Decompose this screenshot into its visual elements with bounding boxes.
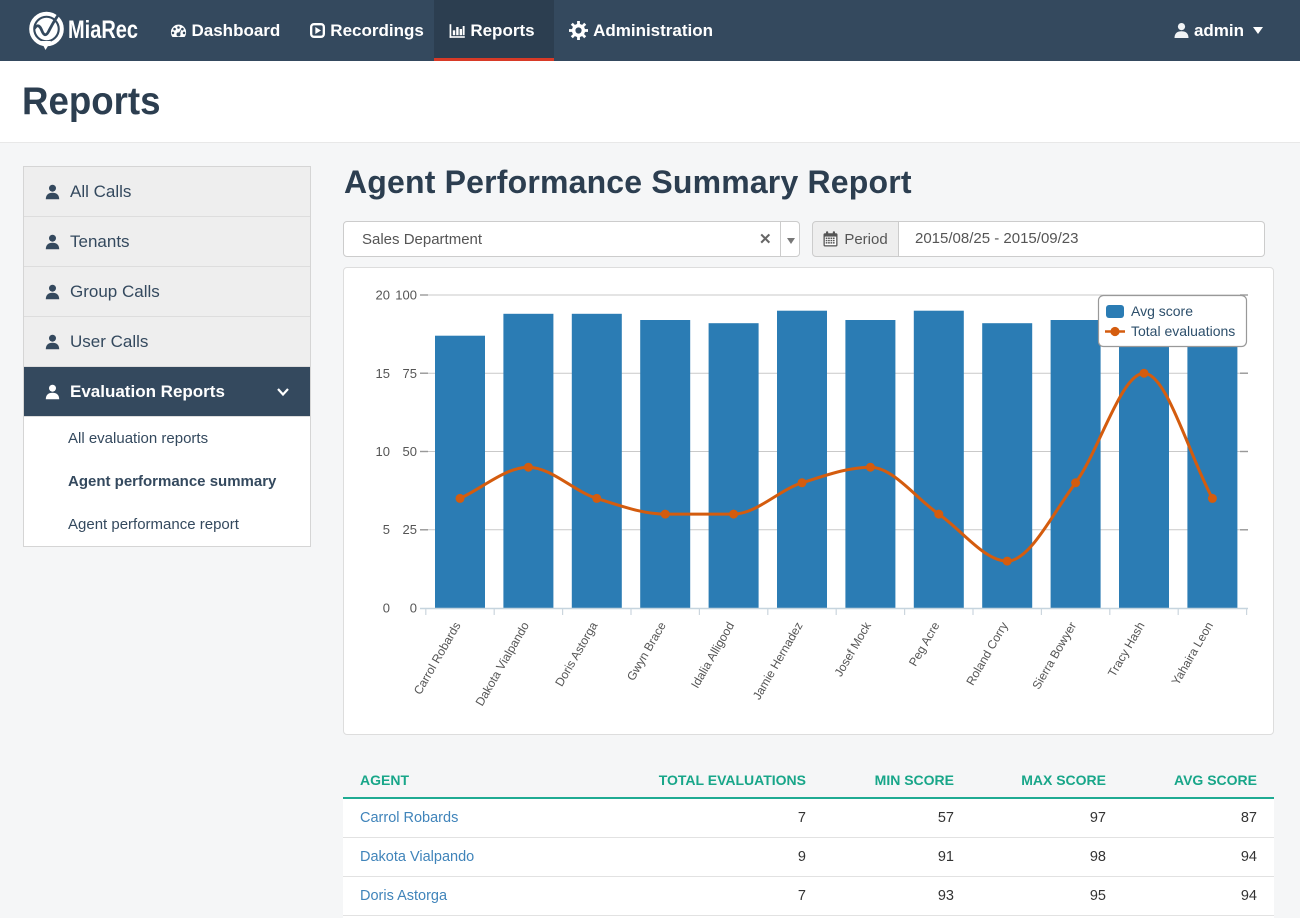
svg-text:75: 75 — [403, 366, 417, 381]
svg-text:25: 25 — [403, 522, 417, 537]
svg-text:Sierra Bowyer: Sierra Bowyer — [1029, 619, 1079, 691]
svg-text:Roland Corry: Roland Corry — [963, 620, 1010, 688]
svg-text:5: 5 — [383, 522, 390, 537]
svg-text:Josef Mock: Josef Mock — [832, 619, 875, 679]
svg-text:Total evaluations: Total evaluations — [1131, 323, 1235, 339]
svg-text:0: 0 — [410, 601, 417, 616]
svg-text:100: 100 — [395, 288, 417, 303]
svg-text:15: 15 — [376, 366, 390, 381]
svg-text:Dakota Vialpando: Dakota Vialpando — [473, 619, 533, 708]
svg-text:Peg Acre: Peg Acre — [906, 619, 943, 668]
svg-text:Jamie Hernadez: Jamie Hernadez — [750, 620, 806, 703]
svg-text:Carrol Robards: Carrol Robards — [411, 620, 464, 697]
svg-text:10: 10 — [376, 444, 390, 459]
svg-text:Tracy Hash: Tracy Hash — [1105, 620, 1148, 680]
svg-text:Avg score: Avg score — [1131, 303, 1193, 319]
svg-text:Doris Astorga: Doris Astorga — [552, 619, 600, 689]
svg-text:Gwyn Brace: Gwyn Brace — [624, 619, 669, 683]
svg-text:Idalia Alligood: Idalia Alligood — [688, 620, 737, 691]
svg-text:Yahaira Leon: Yahaira Leon — [1169, 620, 1216, 688]
svg-text:50: 50 — [403, 444, 417, 459]
svg-text:0: 0 — [383, 601, 390, 616]
svg-text:20: 20 — [376, 288, 390, 303]
